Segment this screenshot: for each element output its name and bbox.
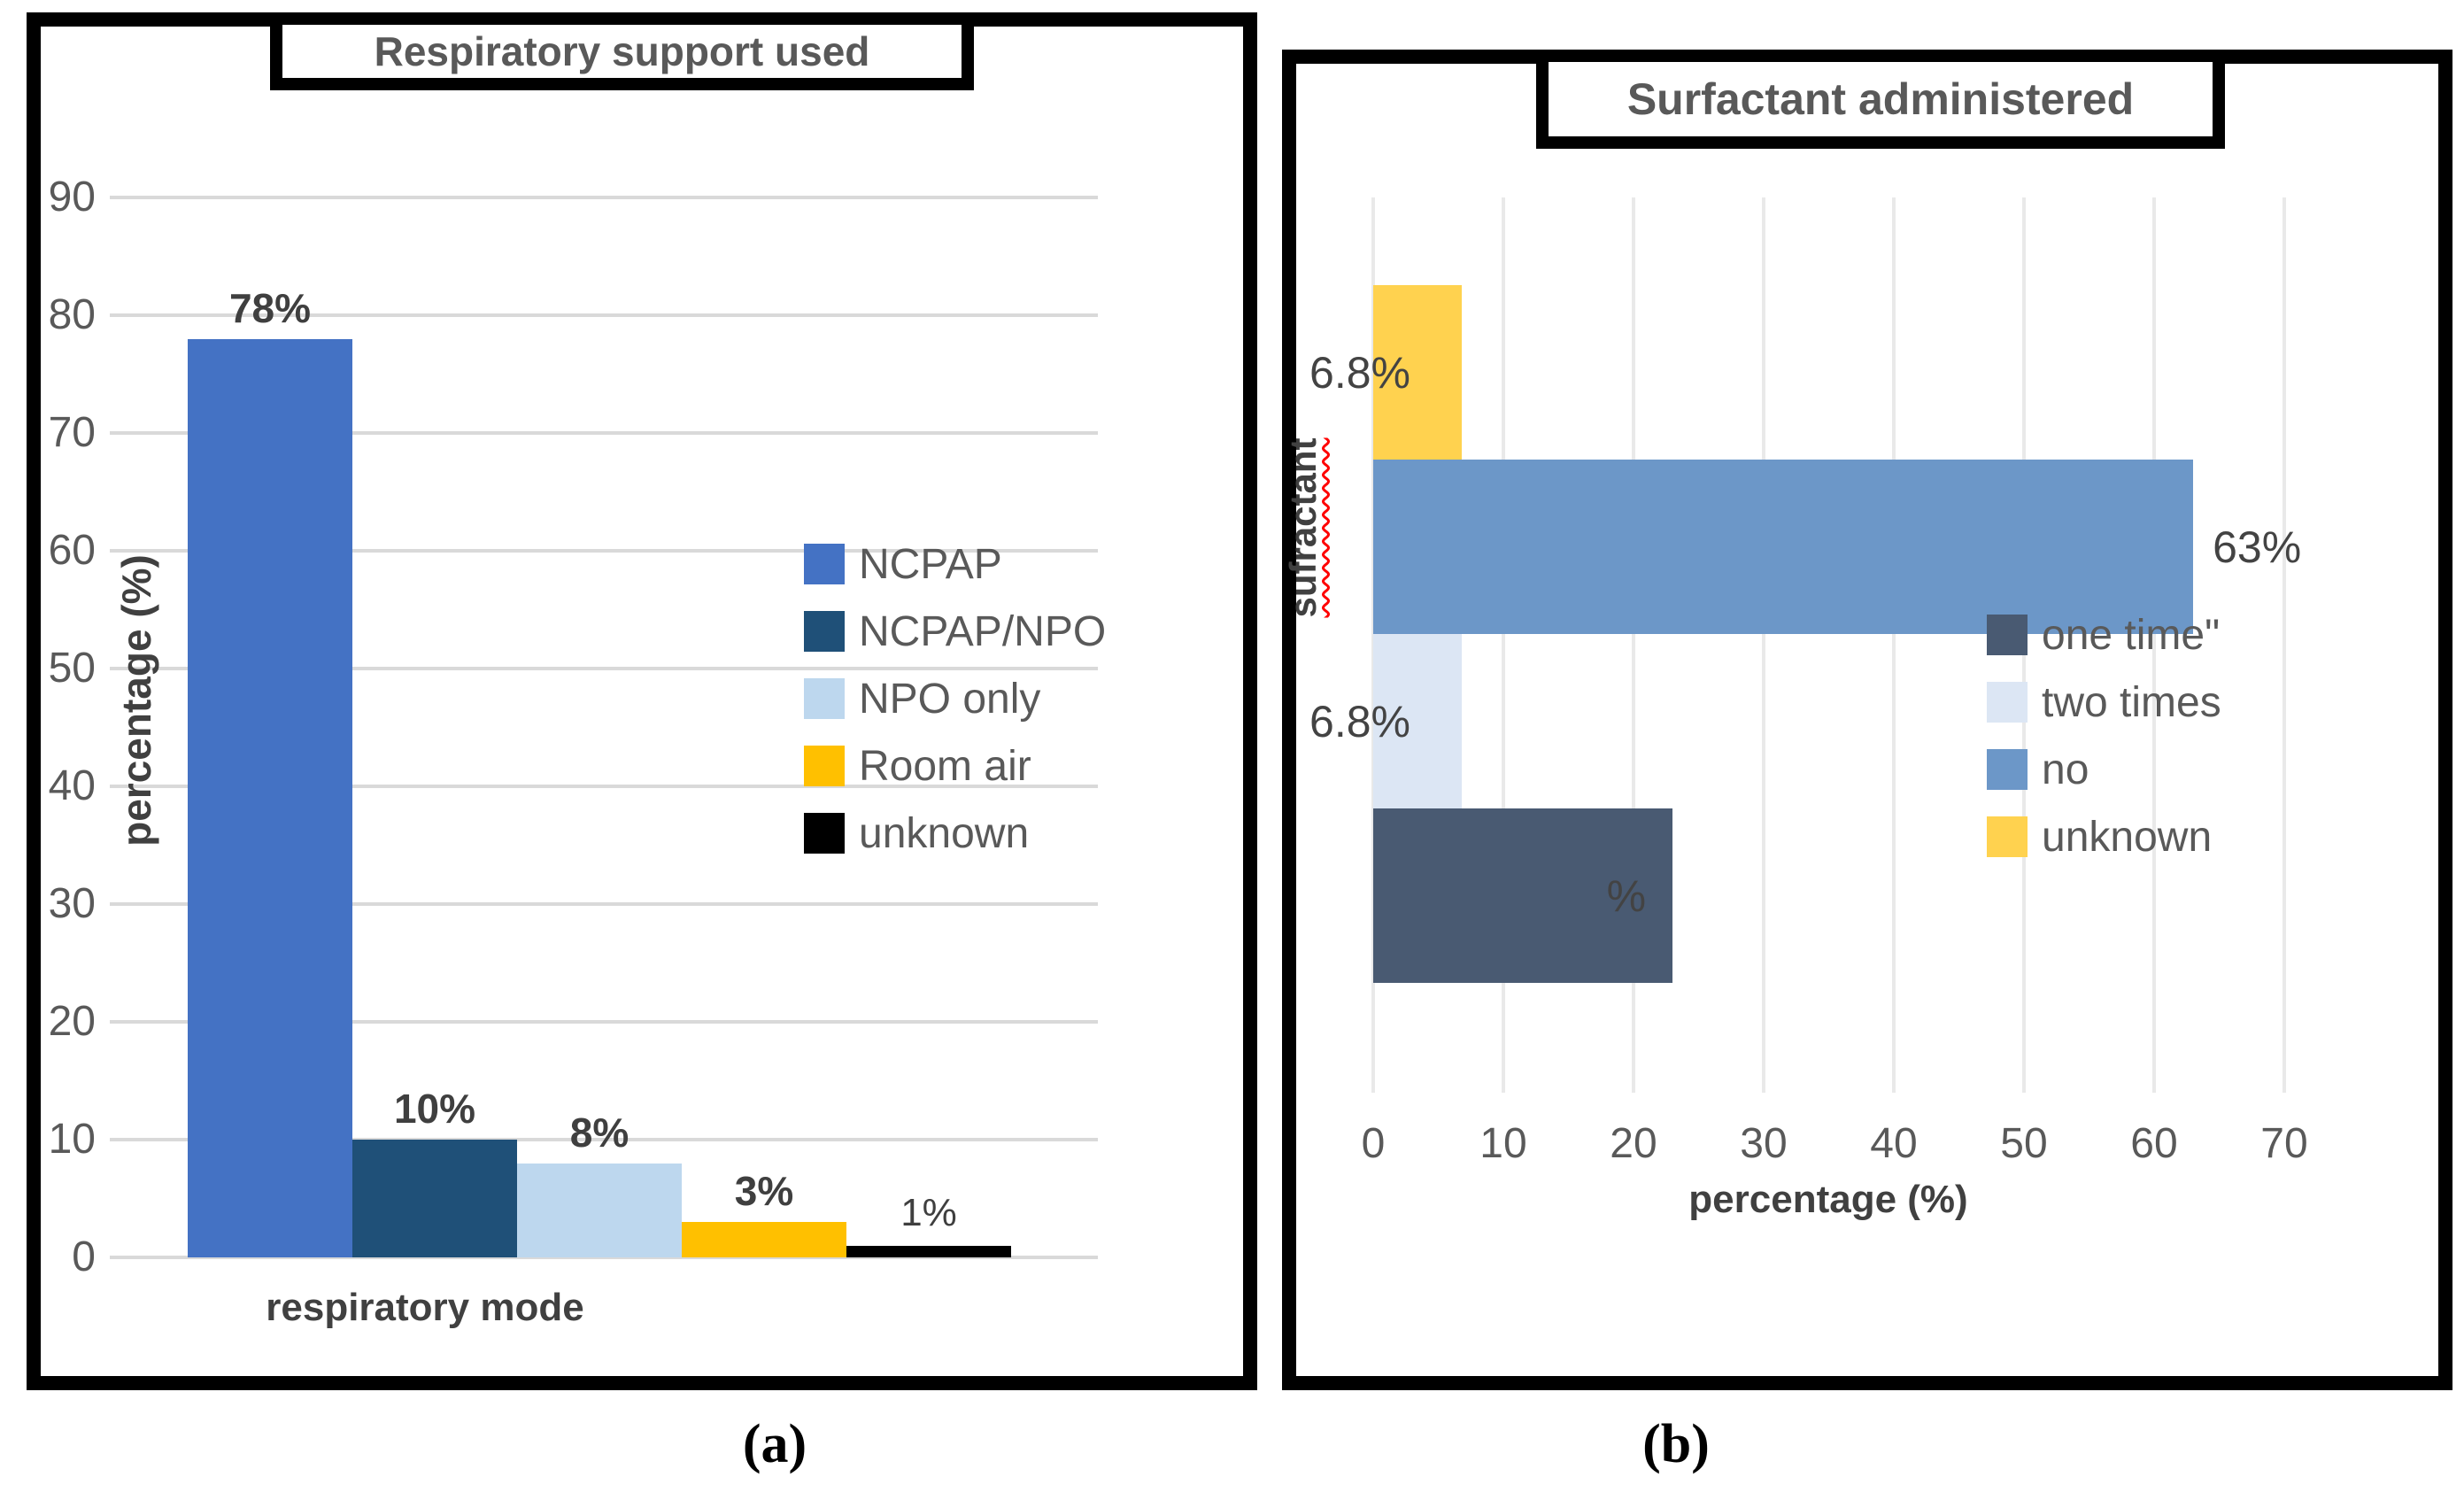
legend-label: NCPAP bbox=[859, 540, 1002, 588]
x-axis-tick-label: 30 bbox=[1740, 1120, 1788, 1167]
legend-swatch bbox=[804, 746, 845, 786]
gridline-x-70 bbox=[2282, 197, 2286, 1093]
bar-NCPAP/NPO bbox=[352, 1140, 517, 1257]
y-axis-tick-label: 20 bbox=[48, 998, 96, 1045]
legend-item: unknown bbox=[804, 809, 1030, 857]
gridline-y-80 bbox=[110, 313, 1098, 317]
legend-label: unknown bbox=[859, 809, 1030, 857]
x-axis-tick-label: 0 bbox=[1361, 1120, 1386, 1167]
gridline-y-10 bbox=[110, 1138, 1098, 1141]
bar-one-time bbox=[1373, 808, 1673, 983]
bar-value-label: 63% bbox=[2213, 522, 2302, 572]
bar-value-label: 78% bbox=[228, 284, 312, 331]
legend-label: NPO only bbox=[859, 675, 1041, 723]
gridline-x-40 bbox=[1892, 197, 1896, 1093]
gridline-y-20 bbox=[110, 1020, 1098, 1024]
y-axis-tick-label: 10 bbox=[48, 1116, 96, 1163]
bar-NPO only bbox=[517, 1163, 682, 1257]
bar-no bbox=[1373, 460, 2194, 634]
legend-label: NCPAP/NPO bbox=[859, 607, 1107, 655]
gridline-x-20 bbox=[1632, 197, 1635, 1093]
y-axis-tick-label: 80 bbox=[48, 291, 96, 338]
bar-NCPAP bbox=[188, 338, 352, 1257]
caption-a: (a) bbox=[742, 1414, 807, 1474]
legend-label: one time" bbox=[2042, 611, 2221, 659]
bar-value-label: 1% bbox=[900, 1190, 957, 1234]
chart-a-title: Respiratory support used bbox=[374, 28, 870, 74]
bar-value-label: 6.8% bbox=[1309, 347, 1410, 398]
bar-unknown bbox=[1373, 285, 1462, 460]
x-axis-tick-label: 10 bbox=[1479, 1120, 1527, 1167]
legend-item: no bbox=[1987, 746, 2089, 793]
chart-b-x-axis-title: percentage (%) bbox=[1688, 1178, 1968, 1221]
legend-swatch bbox=[1987, 682, 2028, 723]
bar-unknown bbox=[846, 1245, 1011, 1257]
legend-label: Room air bbox=[859, 742, 1031, 790]
legend-label: no bbox=[2042, 746, 2089, 793]
chart-b-y-axis-title: sufractant bbox=[1282, 437, 1324, 618]
panel-b-frame bbox=[1282, 50, 2452, 1390]
legend-swatch bbox=[804, 678, 845, 719]
legend-item: unknown bbox=[1987, 813, 2213, 861]
gridline-y-70 bbox=[110, 431, 1098, 435]
chart-a-y-axis-title: percentage (%) bbox=[113, 554, 159, 847]
legend-swatch bbox=[1987, 615, 2028, 655]
bar-value-label: % bbox=[1606, 870, 1647, 921]
y-axis-tick-label: 30 bbox=[48, 880, 96, 927]
legend-swatch bbox=[1987, 749, 2028, 790]
gridline-y-90 bbox=[110, 196, 1098, 199]
y-axis-tick-label: 70 bbox=[48, 409, 96, 456]
legend-item: NPO only bbox=[804, 675, 1041, 723]
gridline-y-0 bbox=[110, 1256, 1098, 1259]
chart-a-title-box: Respiratory support used bbox=[270, 12, 974, 90]
legend-swatch bbox=[804, 813, 845, 854]
x-axis-tick-label: 70 bbox=[2260, 1120, 2308, 1167]
legend-item: Room air bbox=[804, 742, 1031, 790]
gridline-y-60 bbox=[110, 549, 1098, 553]
x-axis-tick-label: 40 bbox=[1870, 1120, 1918, 1167]
bar-value-label: 3% bbox=[734, 1168, 794, 1215]
legend-swatch bbox=[804, 544, 845, 584]
gridline-y-30 bbox=[110, 902, 1098, 906]
y-axis-tick-label: 50 bbox=[48, 645, 96, 692]
y-axis-tick-label: 0 bbox=[72, 1233, 96, 1280]
legend-label: two times bbox=[2042, 678, 2221, 726]
chart-b-title-box: Surfactant administered bbox=[1536, 50, 2225, 149]
y-axis-tick-label: 90 bbox=[48, 174, 96, 220]
x-axis-tick-label: 50 bbox=[2000, 1120, 2048, 1167]
chart-b-title: Surfactant administered bbox=[1626, 74, 2135, 124]
legend-item: NCPAP/NPO bbox=[804, 607, 1107, 655]
gridline-x-30 bbox=[1762, 197, 1765, 1093]
y-axis-tick-label: 40 bbox=[48, 762, 96, 809]
y-axis-tick-label: 60 bbox=[48, 527, 96, 574]
bar-two-times bbox=[1373, 634, 1462, 808]
legend-item: two times bbox=[1987, 678, 2221, 726]
caption-b: (b) bbox=[1642, 1414, 1710, 1474]
chart-a-x-axis-title: respiratory mode bbox=[266, 1286, 584, 1329]
legend-label: unknown bbox=[2042, 813, 2213, 861]
bar-value-label: 6.8% bbox=[1309, 696, 1410, 746]
gridline-x-10 bbox=[1502, 197, 1505, 1093]
legend-item: NCPAP bbox=[804, 540, 1002, 588]
bar-Room air bbox=[682, 1222, 846, 1257]
legend-item: one time" bbox=[1987, 611, 2221, 659]
legend-swatch bbox=[804, 611, 845, 652]
legend-swatch bbox=[1987, 816, 2028, 857]
gridline-y-50 bbox=[110, 667, 1098, 670]
gridline-x-60 bbox=[2152, 197, 2156, 1093]
bar-value-label: 8% bbox=[569, 1109, 630, 1156]
x-axis-tick-label: 60 bbox=[2130, 1120, 2178, 1167]
bar-value-label: 10% bbox=[393, 1086, 476, 1132]
gridline-y-40 bbox=[110, 785, 1098, 788]
x-axis-tick-label: 20 bbox=[1610, 1120, 1657, 1167]
